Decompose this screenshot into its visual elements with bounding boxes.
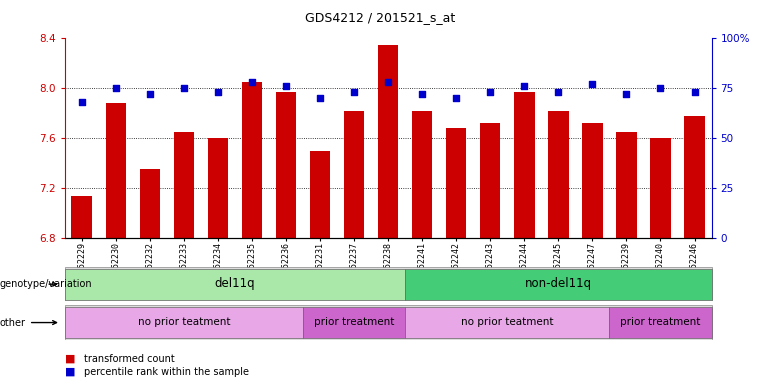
Bar	[65, 305, 712, 340]
Bar	[65, 267, 712, 301]
Text: prior treatment: prior treatment	[620, 317, 701, 327]
Bar	[65, 269, 405, 300]
Bar	[684, 116, 705, 238]
Point	[552, 89, 565, 95]
Point	[620, 91, 632, 98]
Bar	[65, 307, 303, 338]
Bar	[548, 111, 568, 238]
Point	[450, 95, 462, 101]
Point	[586, 81, 598, 88]
Text: no prior teatment: no prior teatment	[138, 317, 230, 327]
Bar	[616, 132, 637, 238]
Point	[484, 89, 496, 95]
Bar	[405, 269, 712, 300]
Point	[348, 89, 360, 95]
Point	[654, 85, 667, 91]
Bar	[514, 92, 534, 238]
Text: ■: ■	[65, 354, 75, 364]
Point	[689, 89, 701, 95]
Text: del11q: del11q	[215, 277, 255, 290]
Bar	[72, 195, 92, 238]
Bar	[480, 123, 501, 238]
Bar	[303, 307, 405, 338]
Point	[246, 79, 258, 85]
Text: GDS4212 / 201521_s_at: GDS4212 / 201521_s_at	[305, 12, 456, 25]
Text: non-del11q: non-del11q	[525, 277, 592, 290]
Bar	[310, 151, 330, 238]
Point	[212, 89, 224, 95]
Text: no prior teatment: no prior teatment	[461, 317, 553, 327]
Point	[178, 85, 190, 91]
Point	[144, 91, 156, 98]
Bar	[412, 111, 432, 238]
Point	[416, 91, 428, 98]
Bar	[650, 138, 670, 238]
Point	[110, 85, 122, 91]
Point	[314, 95, 326, 101]
Bar	[139, 169, 160, 238]
Text: percentile rank within the sample: percentile rank within the sample	[84, 367, 249, 377]
Bar	[446, 128, 466, 238]
Point	[518, 83, 530, 89]
Bar	[242, 82, 262, 238]
Bar	[344, 111, 365, 238]
Bar	[275, 92, 296, 238]
Bar	[378, 45, 398, 238]
Bar	[582, 123, 603, 238]
Bar	[208, 138, 228, 238]
Text: genotype/variation: genotype/variation	[0, 279, 93, 289]
Point	[75, 99, 88, 105]
Text: ■: ■	[65, 367, 75, 377]
Text: transformed count: transformed count	[84, 354, 174, 364]
Bar	[405, 307, 610, 338]
Bar	[106, 103, 126, 238]
Point	[382, 79, 394, 85]
Bar	[610, 307, 712, 338]
Point	[280, 83, 292, 89]
Text: prior treatment: prior treatment	[314, 317, 394, 327]
Bar	[174, 132, 194, 238]
Text: other: other	[0, 318, 56, 328]
